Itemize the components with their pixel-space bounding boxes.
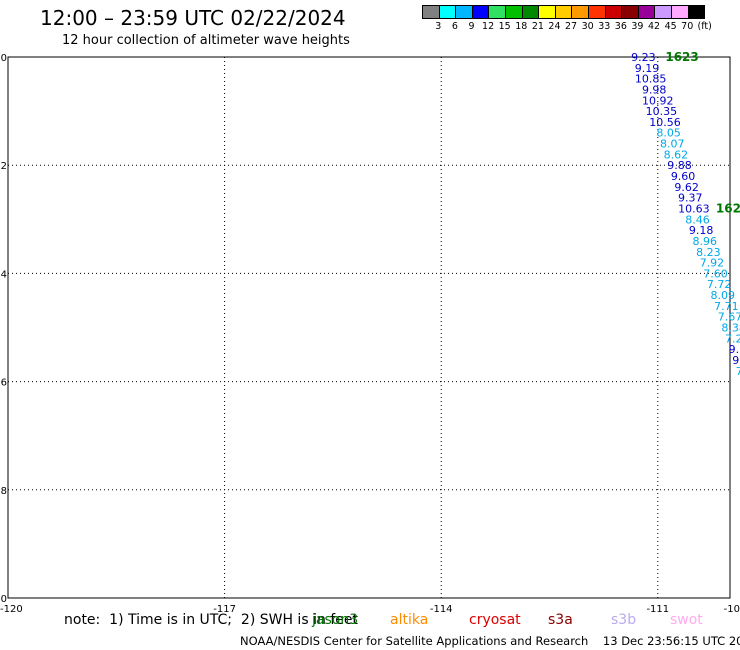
- swh-value-label: 10.92: [642, 94, 674, 107]
- swh-value-label: 8.38: [721, 322, 740, 335]
- swh-value-label: 9.19: [635, 62, 660, 75]
- color-scale-label: 39: [631, 21, 644, 32]
- color-scale-legend: 3 6 9 12 15 18 21 24 27 30 33 36 39 42 45 70 (ft): [422, 5, 712, 32]
- color-swatches: [422, 5, 712, 19]
- swh-value-label: 9.89: [732, 354, 740, 367]
- y-tick-label: -36: [0, 378, 7, 389]
- swh-value-label: 7.67: [718, 311, 740, 324]
- color-scale-label: 3: [435, 21, 442, 32]
- y-tick-label: -30: [0, 53, 7, 64]
- color-scale-label: 18: [515, 21, 528, 32]
- swh-value-label: 8.05: [656, 127, 681, 140]
- satellite-name: s3a: [548, 612, 573, 628]
- swh-value-label: 9.60: [671, 170, 696, 183]
- y-tick-label: -38: [0, 486, 7, 497]
- color-scale-label: 33: [598, 21, 611, 32]
- swh-value-label: 10.35: [646, 105, 678, 118]
- color-scale-label: 27: [565, 21, 578, 32]
- swh-value-label: 10.63: [678, 202, 710, 215]
- swh-value-label: 9.98: [642, 83, 667, 96]
- satellite-name: cryosat: [469, 612, 521, 628]
- swh-value-label: 7.71: [714, 300, 739, 313]
- swh-value-label: 8.46: [685, 213, 710, 226]
- color-scale-label: 36: [614, 21, 627, 32]
- plot-frame: [7, 56, 731, 599]
- color-swatch: [687, 5, 706, 19]
- x-tick-label: -111: [646, 604, 669, 615]
- swh-value-label: 9.88: [667, 159, 692, 172]
- color-scale-label: 24: [548, 21, 561, 32]
- chart-title: 12:00 – 23:59 UTC 02/22/2024: [40, 6, 346, 30]
- satellite-name: s3b: [611, 612, 637, 628]
- swh-value-label: 8.23: [696, 246, 721, 259]
- color-scale-label: 15: [498, 21, 511, 32]
- swh-value-label: 8.62: [664, 148, 689, 161]
- satellite-name: jason3: [312, 612, 359, 628]
- chart-subtitle: 12 hour collection of altimeter wave hei…: [62, 33, 350, 48]
- swh-value-label: 9.57: [729, 343, 740, 356]
- color-scale-label: 12: [482, 21, 495, 32]
- color-scale-label: 45: [664, 21, 677, 32]
- x-tick-label: -10: [724, 604, 740, 615]
- swh-value-label: 8.07: [660, 138, 685, 151]
- color-scale-labels: 3 6 9 12 15 18 21 24 27 30 33 36 39 42 45 70 (ft): [422, 21, 712, 32]
- swh-value-label: 10.56: [649, 116, 681, 129]
- color-scale-label: 30: [581, 21, 594, 32]
- color-scale-label: 42: [647, 21, 661, 32]
- color-scale-label: 21: [531, 21, 544, 32]
- x-tick-label: -120: [0, 604, 23, 615]
- y-tick-label: -34: [0, 269, 7, 280]
- swh-value-label: 9.62: [674, 181, 699, 194]
- satellite-name: altika: [390, 612, 429, 628]
- color-scale-label: 70: [681, 21, 694, 32]
- credit-line: NOAA/NESDIS Center for Satellite Applica…: [240, 634, 740, 648]
- y-tick-label: -40: [0, 594, 7, 605]
- color-scale-label: 6: [451, 21, 458, 32]
- swh-value-label: 7.92: [700, 257, 725, 270]
- swh-value-label: 9.37: [678, 192, 703, 205]
- swh-value-label: 7.60: [736, 365, 740, 378]
- swh-value-label: 7.27: [725, 332, 740, 345]
- x-tick-label: -117: [213, 604, 236, 615]
- time-label: 1624: [716, 201, 740, 215]
- swh-value-label: 8.96: [692, 235, 717, 248]
- footnote: note: 1) Time is in UTC; 2) SWH is in fe…: [64, 612, 358, 628]
- y-tick-label: -32: [0, 161, 7, 172]
- swh-value-label: 9.23: [631, 51, 656, 64]
- color-scale-label: 9: [468, 21, 475, 32]
- swh-value-label: 9.18: [689, 224, 714, 237]
- color-scale-unit: (ft): [697, 21, 712, 32]
- x-tick-label: -114: [430, 604, 453, 615]
- swh-value-label: 7.72: [707, 278, 732, 291]
- swh-value-label: 7.60: [703, 267, 728, 280]
- swh-value-label: 10.85: [635, 73, 667, 86]
- satellite-name: swot: [670, 612, 703, 628]
- swh-value-label: 8.09: [711, 289, 736, 302]
- time-label: 1623: [665, 50, 698, 64]
